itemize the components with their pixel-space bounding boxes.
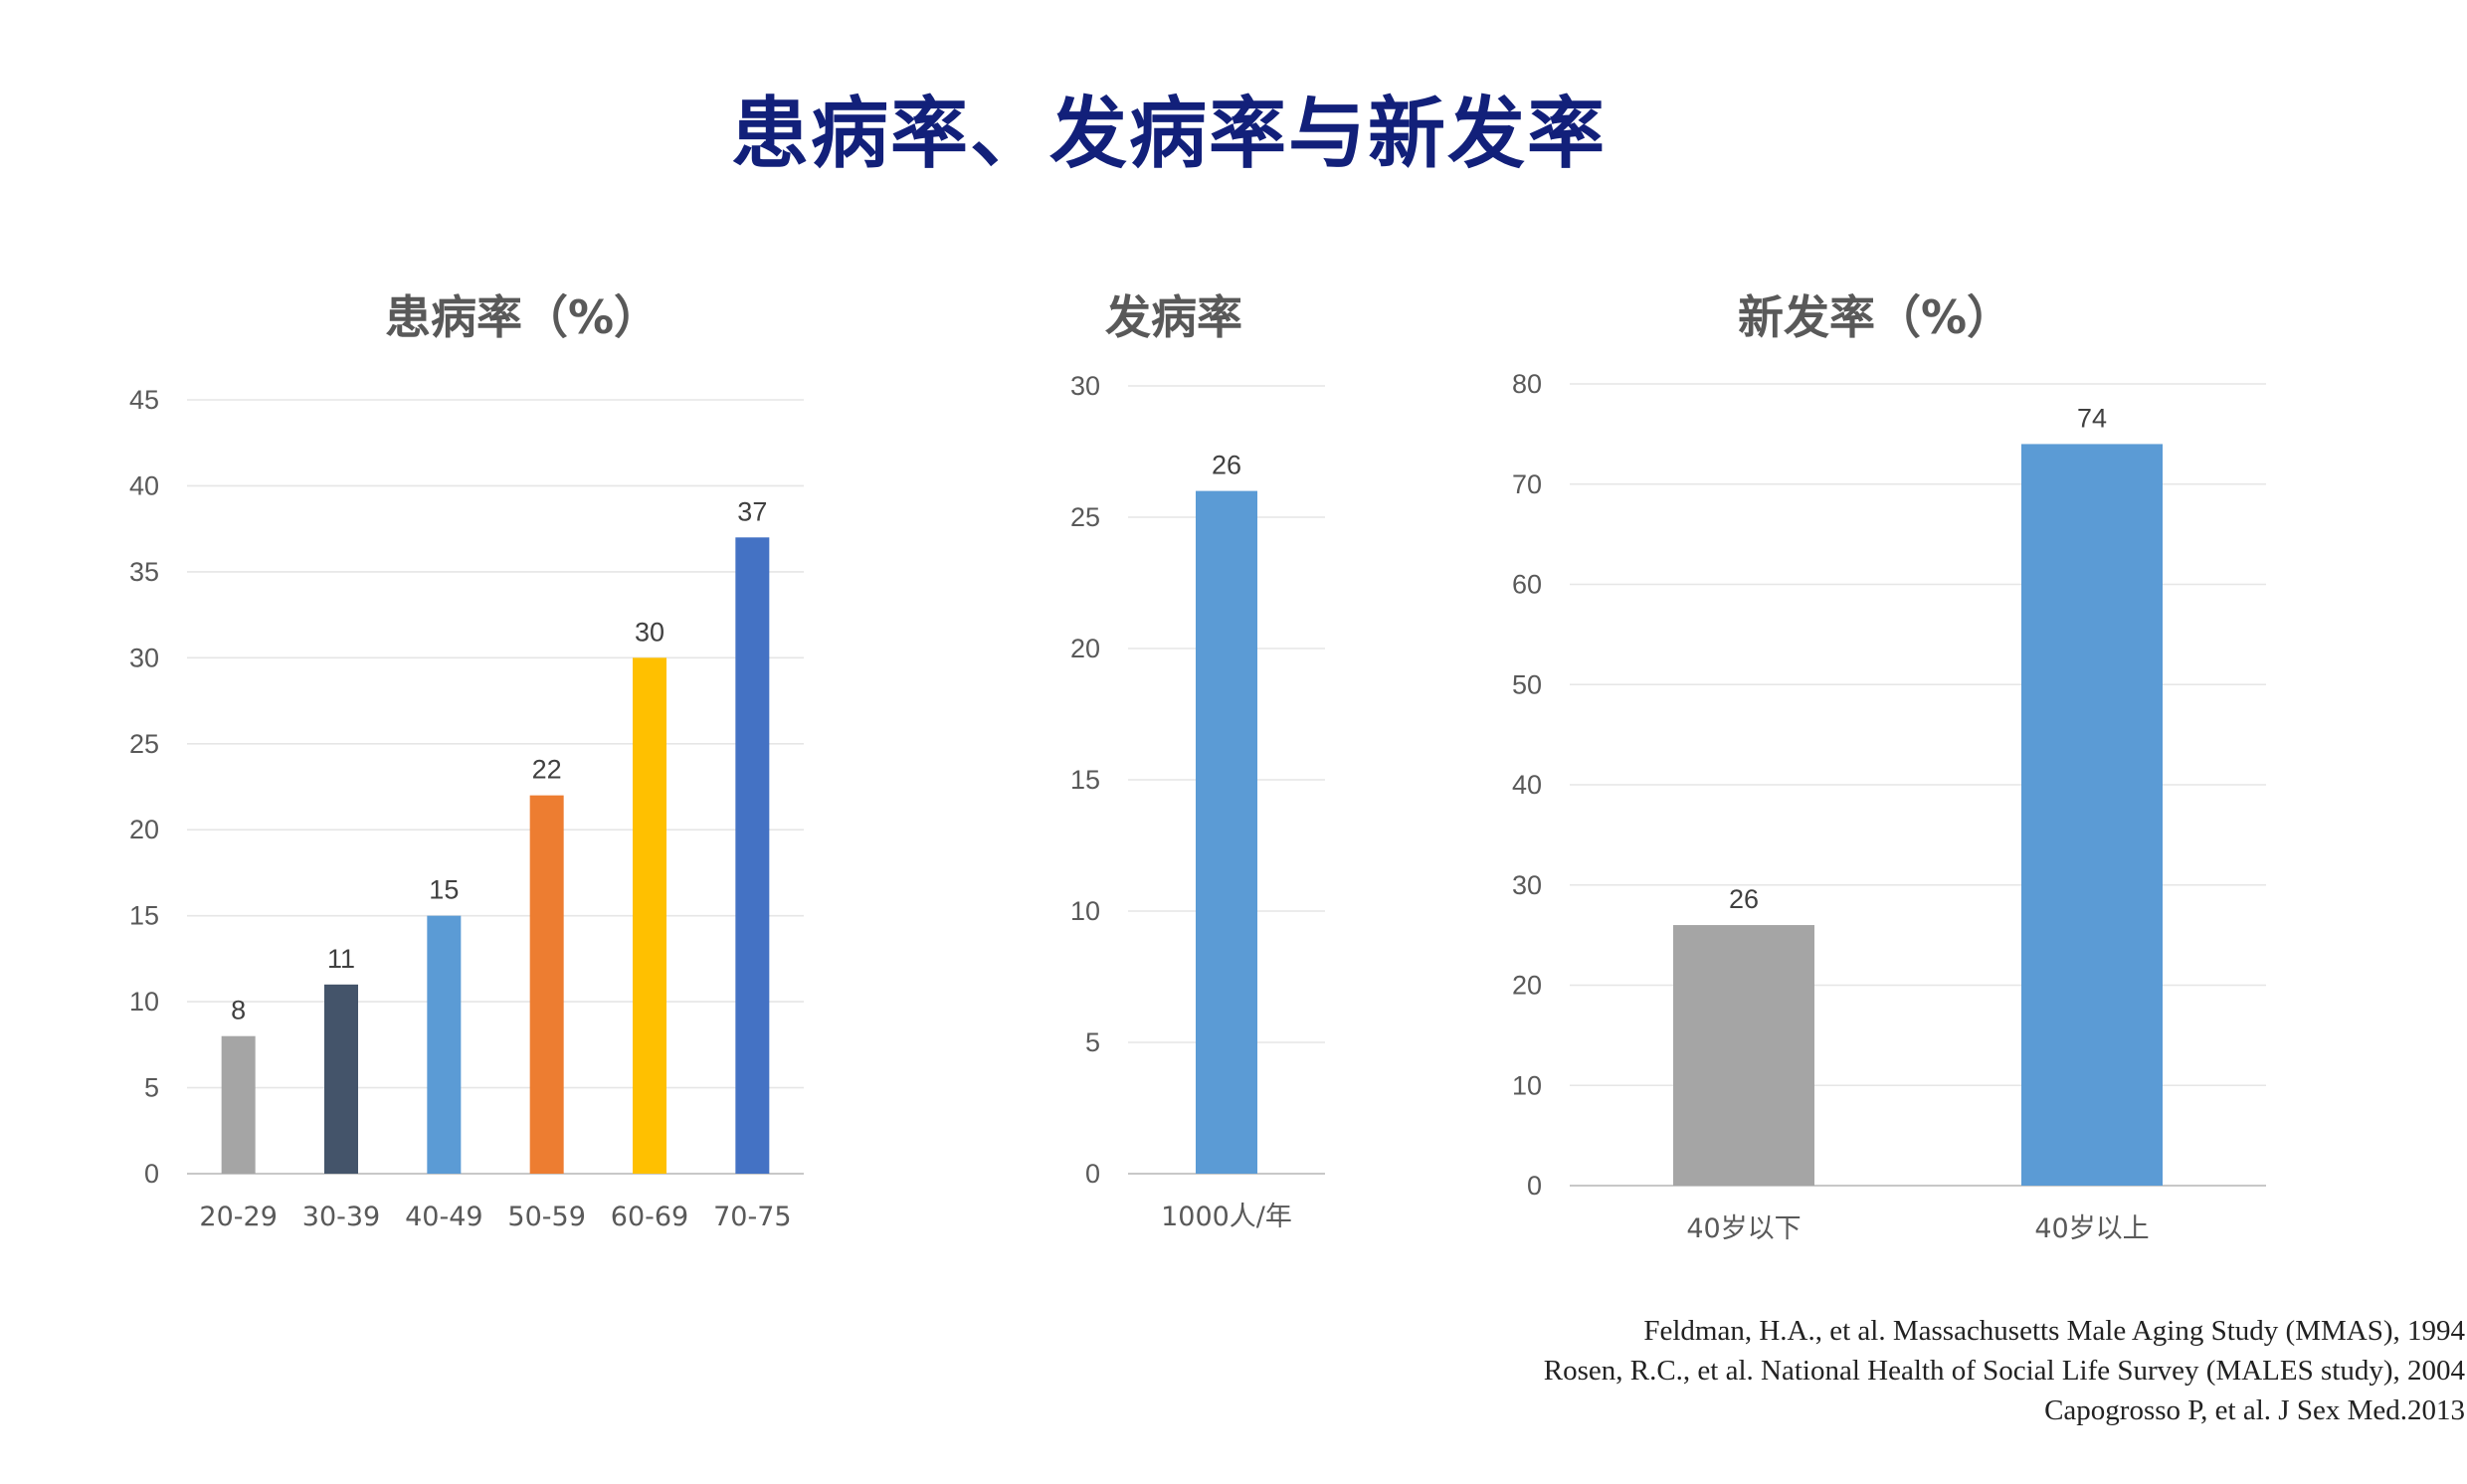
prevalence-y-tick-label: 10 <box>129 987 159 1017</box>
prevalence-category-label: 40-49 <box>405 1202 482 1232</box>
prevalence-data-label: 30 <box>635 617 664 647</box>
new-incidence-y-tick-label: 20 <box>1512 971 1542 1001</box>
new-incidence-y-tick-label: 60 <box>1512 570 1542 600</box>
prevalence-chart: 患病率（%） 0 5 10 15 20 25 30 35 40 45 8 20-29 11 30-39 15 4… <box>129 290 804 1232</box>
prevalence-y-tick-label: 25 <box>129 729 159 759</box>
prevalence-y-tick-label: 45 <box>129 385 159 415</box>
prevalence-y-tick-label: 20 <box>129 815 159 844</box>
new-incidence-y-tick-label: 40 <box>1512 770 1542 800</box>
prevalence-data-label: 15 <box>429 875 459 905</box>
prevalence-y-tick-label: 15 <box>129 901 159 931</box>
incidence-y-tick-label: 10 <box>1070 896 1100 926</box>
prevalence-bar <box>221 1035 256 1174</box>
references: Feldman, H.A., et al. Massachusetts Male… <box>1544 1311 2465 1430</box>
new-incidence-chart-title: 新发率（%） <box>1738 290 2012 344</box>
incidence-y-tick-label: 30 <box>1070 371 1100 401</box>
prevalence-category-label: 20-29 <box>199 1202 277 1232</box>
prevalence-bar <box>529 795 564 1174</box>
reference-1: Feldman, H.A., et al. Massachusetts Male… <box>1643 1315 2465 1347</box>
incidence-data-label: 26 <box>1212 451 1241 480</box>
prevalence-bar <box>633 657 666 1174</box>
prevalence-y-tick-label: 5 <box>144 1073 159 1103</box>
prevalence-data-label: 11 <box>327 944 355 974</box>
new-incidence-category-label: 40岁以上 <box>2034 1213 2149 1244</box>
prevalence-y-tick-label: 0 <box>144 1159 159 1189</box>
prevalence-category-label: 50-59 <box>507 1202 585 1232</box>
prevalence-category-label: 30-39 <box>302 1202 380 1232</box>
incidence-bar <box>1196 490 1257 1175</box>
new-incidence-y-tick-label: 70 <box>1512 469 1542 499</box>
incidence-y-tick-label: 0 <box>1085 1159 1100 1189</box>
new-incidence-y-tick-label: 30 <box>1512 870 1542 900</box>
prevalence-category-label: 70-75 <box>713 1202 791 1232</box>
new-incidence-bar <box>1673 925 1814 1186</box>
incidence-y-tick-label: 25 <box>1070 502 1100 532</box>
incidence-y-tick-label: 20 <box>1070 634 1100 663</box>
incidence-chart-title: 发病率 <box>1105 290 1242 344</box>
reference-2: Rosen, R.C., et al. National Health of S… <box>1543 1355 2465 1387</box>
new-incidence-y-tick-label: 0 <box>1527 1171 1542 1201</box>
prevalence-y-tick-label: 40 <box>129 470 159 500</box>
prevalence-chart-title: 患病率（%） <box>385 290 660 344</box>
prevalence-data-label: 8 <box>231 996 246 1025</box>
prevalence-data-label: 22 <box>532 755 562 785</box>
new-incidence-data-label: 26 <box>1729 884 1759 914</box>
new-incidence-bar <box>2021 444 2163 1186</box>
prevalence-bar <box>735 537 770 1174</box>
new-incidence-y-tick-label: 80 <box>1512 369 1542 399</box>
incidence-category-label: 1000人/年 <box>1161 1202 1292 1232</box>
new-incidence-y-tick-label: 10 <box>1512 1070 1542 1100</box>
incidence-y-tick-label: 15 <box>1070 765 1100 795</box>
page-title: 患病率、发病率与新发率 <box>730 90 1607 179</box>
reference-3: Capogrosso P, et al. J Sex Med.2013 <box>2044 1394 2465 1426</box>
prevalence-data-label: 37 <box>737 496 767 526</box>
prevalence-bar <box>324 984 358 1174</box>
incidence-y-tick-label: 5 <box>1085 1027 1100 1057</box>
prevalence-category-label: 60-69 <box>611 1202 688 1232</box>
incidence-chart: 发病率 0 5 10 15 20 25 30 26 1000人/年 <box>1070 290 1325 1232</box>
prevalence-y-tick-label: 30 <box>129 643 159 672</box>
new-incidence-data-label: 74 <box>2077 403 2107 433</box>
prevalence-y-tick-label: 35 <box>129 557 159 587</box>
new-incidence-category-label: 40岁以下 <box>1686 1213 1801 1244</box>
prevalence-bar <box>427 915 462 1174</box>
new-incidence-y-tick-label: 50 <box>1512 669 1542 699</box>
new-incidence-chart: 新发率（%） 0 10 20 30 40 50 60 70 80 26 40岁以下 74 40岁以上 <box>1512 290 2266 1244</box>
